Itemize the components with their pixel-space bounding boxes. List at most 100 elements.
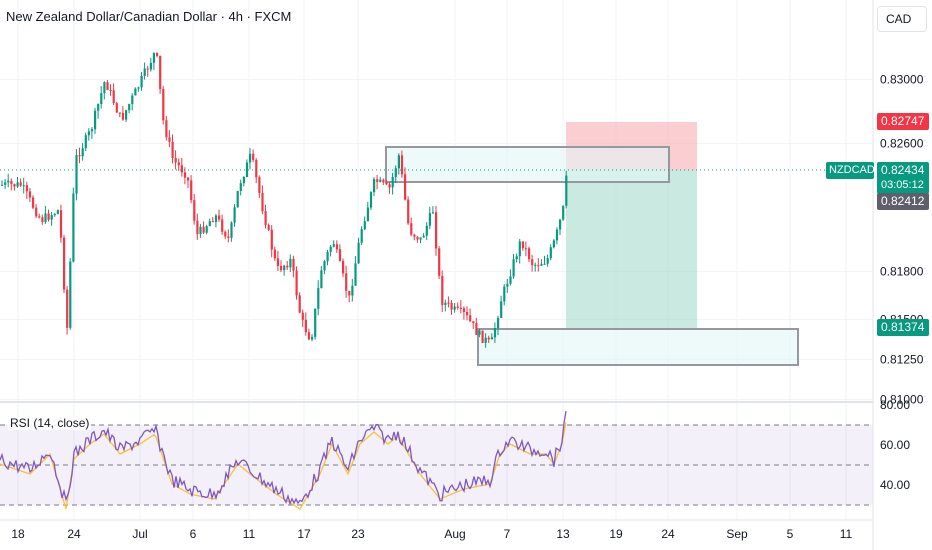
candle-body — [100, 93, 103, 105]
candle-body — [481, 330, 484, 343]
candle-body — [180, 165, 183, 173]
candle-body — [69, 261, 72, 328]
rsi-tick-label: 60.00 — [880, 438, 910, 452]
candle-body — [227, 236, 230, 238]
candle-body — [320, 270, 323, 289]
rsi-indicator-label[interactable]: RSI (14, close) — [8, 416, 92, 430]
candle-body — [348, 290, 351, 296]
candle-body — [363, 221, 366, 230]
candle-body — [165, 120, 168, 138]
candle-body — [425, 225, 428, 236]
candle-body — [125, 110, 128, 120]
candle-body — [466, 312, 469, 316]
candle-body — [168, 137, 171, 142]
candle-body — [35, 207, 38, 217]
candle-body — [13, 184, 16, 187]
time-tick-label: 6 — [190, 527, 197, 541]
candle-body — [103, 82, 106, 94]
candle-body — [528, 248, 531, 260]
candle-body — [276, 258, 280, 266]
candle-body — [53, 213, 56, 216]
candle-body — [72, 193, 75, 262]
candle-body — [252, 153, 255, 160]
candle-body — [146, 68, 149, 70]
candle-body — [555, 229, 559, 241]
candle-body — [388, 184, 391, 188]
candle-body — [214, 215, 218, 223]
currency-button[interactable]: CAD — [877, 6, 927, 32]
candle-body — [32, 197, 35, 208]
candle-body — [500, 301, 503, 318]
candle-body — [338, 249, 342, 261]
candle-body — [193, 200, 196, 221]
candle-body — [289, 258, 292, 268]
candle-body — [41, 217, 44, 223]
candle-body — [515, 256, 518, 260]
candle-body — [450, 302, 453, 310]
candle-body — [376, 179, 379, 182]
time-tick-label: 11 — [243, 527, 256, 541]
candle-body — [236, 191, 239, 208]
candle-body — [459, 307, 462, 309]
candle-body — [177, 162, 180, 166]
candle-body — [416, 236, 419, 240]
candle-body — [447, 302, 450, 304]
candle-body — [202, 226, 205, 233]
candle-body — [187, 177, 190, 181]
candle-body — [50, 215, 53, 220]
candle-body — [286, 265, 289, 268]
candle-body — [518, 241, 521, 257]
candle-body — [224, 231, 227, 237]
candle-body — [10, 180, 13, 185]
candle-body — [75, 155, 78, 194]
candle-body — [137, 87, 140, 89]
candle-body — [84, 135, 87, 149]
symbol-title[interactable]: New Zealand Dollar/Canadian Dollar · 4h … — [6, 9, 292, 24]
entry-price-label: 0.82412 — [877, 193, 929, 210]
candle-body — [22, 185, 25, 187]
candle-body — [7, 180, 10, 183]
grid — [0, 0, 873, 520]
candle-body — [407, 199, 410, 224]
zones[interactable] — [385, 122, 799, 366]
candle-body — [379, 179, 382, 182]
candle-body — [152, 52, 156, 63]
price-tick-label: 0.81800 — [880, 264, 924, 278]
candle-body — [559, 219, 562, 230]
candle-body — [487, 337, 490, 340]
symbol-price-tag: NZDCAD — [826, 162, 875, 179]
candle-body — [131, 95, 134, 105]
candle-body — [143, 68, 146, 76]
candle-body — [190, 180, 193, 201]
candle-body — [112, 90, 115, 104]
candle-body — [462, 308, 466, 313]
time-tick-label: Jul — [132, 527, 147, 541]
price-tick-label: 0.83000 — [880, 72, 924, 86]
candle-body — [249, 153, 252, 163]
candle-body — [521, 241, 524, 249]
candle-body — [546, 258, 549, 264]
candle-body — [438, 248, 441, 276]
candle-body — [159, 55, 162, 90]
rsi-ma-line — [0, 421, 567, 510]
candle-body — [304, 319, 307, 333]
candle-body — [121, 112, 125, 120]
candle-body — [549, 247, 552, 259]
candle-body — [428, 213, 431, 226]
candle-body — [301, 312, 304, 320]
candle-body — [317, 288, 320, 309]
time-tick-label: Aug — [444, 527, 465, 541]
candle-body — [63, 237, 66, 290]
candle-body — [156, 52, 159, 56]
candle-body — [128, 104, 131, 111]
candle-body — [87, 131, 90, 136]
candle-body — [385, 182, 388, 185]
candle-body — [419, 237, 422, 240]
candle-body — [435, 212, 438, 249]
stop-price-label: 0.82747 — [877, 113, 929, 130]
candle-body — [373, 179, 376, 193]
candle-body — [66, 289, 69, 328]
